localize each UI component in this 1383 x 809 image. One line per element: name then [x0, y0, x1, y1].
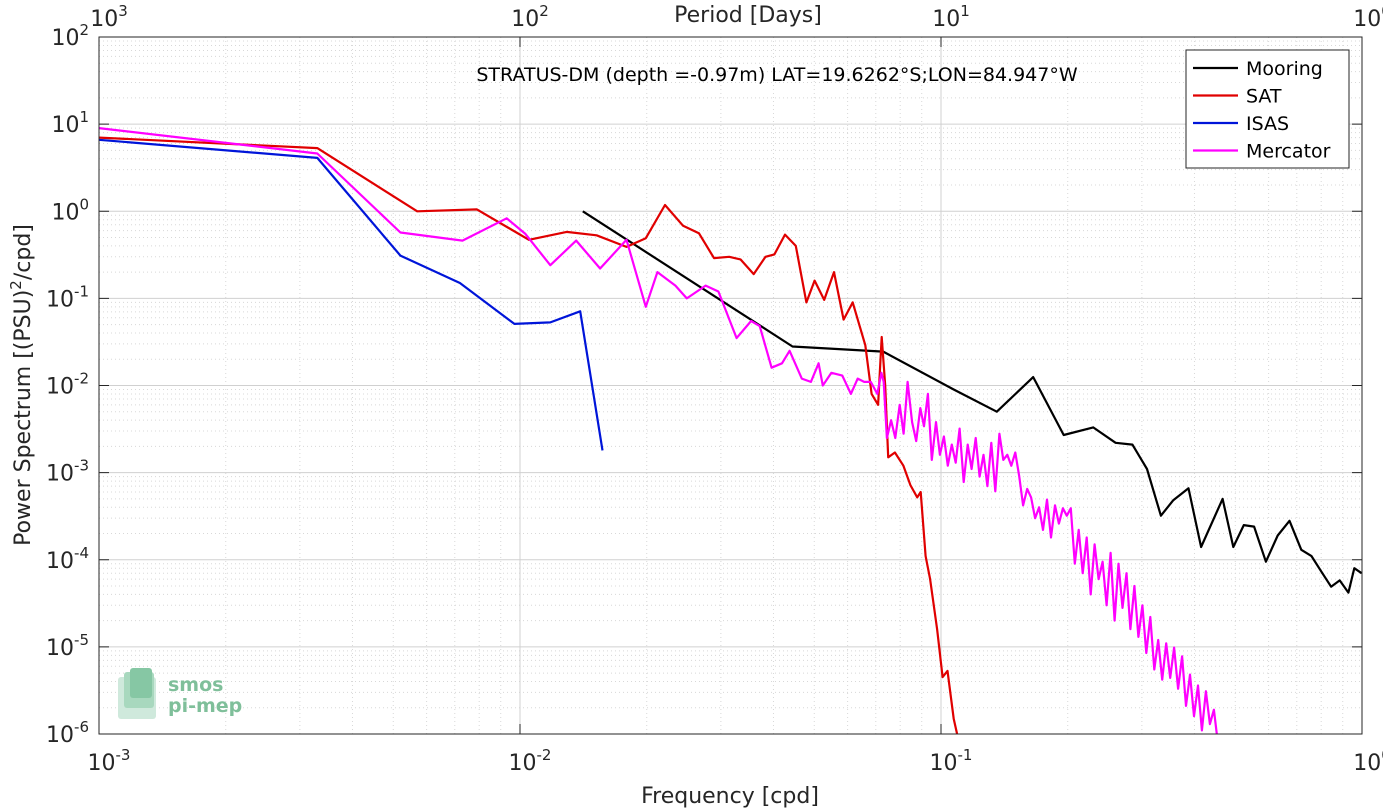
legend-label-mooring: Mooring	[1246, 58, 1323, 80]
y-tick-label: 101	[51, 108, 89, 138]
grid	[98, 36, 1363, 735]
x-tick-label-exponent: -3	[116, 746, 131, 764]
series-line-mercator	[98, 127, 1218, 735]
top-tick-label-exponent: 3	[118, 2, 128, 20]
x-tick-label: 10-3	[88, 746, 131, 776]
tick-labels: 10-310-210-110010310210110010210110010-1…	[46, 2, 1383, 776]
legend: Mooring SAT ISAS Mercator	[1185, 49, 1350, 169]
top-tick-label: 101	[932, 2, 970, 32]
top-tick-label-exponent: 2	[539, 2, 549, 20]
y-tick-label: 10-2	[46, 370, 89, 400]
x-tick-label-exponent: 0	[1381, 746, 1383, 764]
y-axis-label: Power Spectrum [(PSU)2/cpd]	[7, 224, 36, 546]
series-line-isas	[98, 138, 604, 451]
x-tick-label-base: 10	[930, 751, 958, 776]
x-tick-label: 100	[1353, 746, 1383, 776]
y-tick-label-base: 10	[46, 287, 74, 312]
legend-label-mercator: Mercator	[1246, 141, 1331, 163]
tick-marks	[98, 36, 1363, 735]
y-tick-label-exponent: -4	[74, 544, 89, 562]
y-tick-label: 10-3	[46, 457, 89, 487]
top-tick-label-exponent: 0	[1381, 2, 1383, 20]
legend-box	[1185, 49, 1350, 169]
y-tick-label-exponent: 1	[79, 108, 89, 126]
top-tick-label: 102	[511, 2, 549, 32]
x-tick-label-base: 10	[88, 751, 116, 776]
x-tick-label-base: 10	[509, 751, 537, 776]
y-tick-label-exponent: -2	[74, 370, 89, 388]
top-tick-label: 100	[1353, 2, 1383, 32]
x-tick-label-base: 10	[1353, 751, 1381, 776]
y-tick-label: 10-1	[46, 282, 89, 312]
x-axis-label: Frequency [cpd]	[641, 784, 819, 809]
y-tick-label: 10-6	[46, 718, 89, 748]
y-tick-label: 100	[51, 195, 89, 225]
y-axis-label-exponent: 2	[7, 280, 25, 290]
y-tick-label-base: 10	[51, 26, 79, 51]
y-tick-label-base: 10	[46, 723, 74, 748]
y-tick-label-exponent: 2	[79, 21, 89, 39]
x-tick-label: 10-2	[509, 746, 552, 776]
top-tick-label: 103	[90, 2, 128, 32]
y-tick-label-exponent: -5	[74, 631, 89, 649]
y-tick-label-base: 10	[46, 462, 74, 487]
y-tick-label: 102	[51, 21, 89, 51]
series-lines	[98, 127, 1363, 735]
y-tick-label-exponent: -6	[74, 718, 89, 736]
logo-text-pimep: pi-mep	[168, 695, 242, 717]
logo-mark-front	[130, 668, 152, 698]
legend-label-isas: ISAS	[1246, 113, 1289, 135]
y-tick-label: 10-5	[46, 631, 89, 661]
top-tick-label-exponent: 1	[960, 2, 970, 20]
legend-label-sat: SAT	[1246, 86, 1282, 108]
y-tick-label-exponent: -1	[74, 282, 89, 300]
top-tick-label-base: 10	[932, 7, 960, 32]
series-line-sat	[98, 136, 959, 735]
y-tick-label-base: 10	[46, 636, 74, 661]
top-tick-label-base: 10	[511, 7, 539, 32]
x-tick-label: 10-1	[930, 746, 973, 776]
y-tick-label: 10-4	[46, 544, 89, 574]
x-tick-label-exponent: -2	[537, 746, 552, 764]
y-tick-label-base: 10	[51, 113, 79, 138]
smos-pimep-logo: smos pi-mep	[118, 668, 242, 719]
y-axis-label-main: Power Spectrum [(PSU)	[11, 290, 36, 546]
y-tick-label-exponent: 0	[79, 195, 89, 213]
y-tick-label-exponent: -3	[74, 457, 89, 475]
x-tick-label-exponent: -1	[958, 746, 973, 764]
y-tick-label-base: 10	[51, 200, 79, 225]
series-line-mooring	[582, 210, 1363, 594]
y-tick-label-base: 10	[46, 549, 74, 574]
top-axis-label: Period [Days]	[674, 3, 822, 28]
y-axis-label-unit: /cpd]	[11, 224, 36, 280]
logo-text-smos: smos	[168, 674, 223, 696]
chart-title: STRATUS-DM (depth =-0.97m) LAT=19.6262°S…	[476, 64, 1077, 86]
top-tick-label-base: 10	[90, 7, 118, 32]
y-tick-label-base: 10	[46, 375, 74, 400]
top-tick-label-base: 10	[1353, 7, 1381, 32]
